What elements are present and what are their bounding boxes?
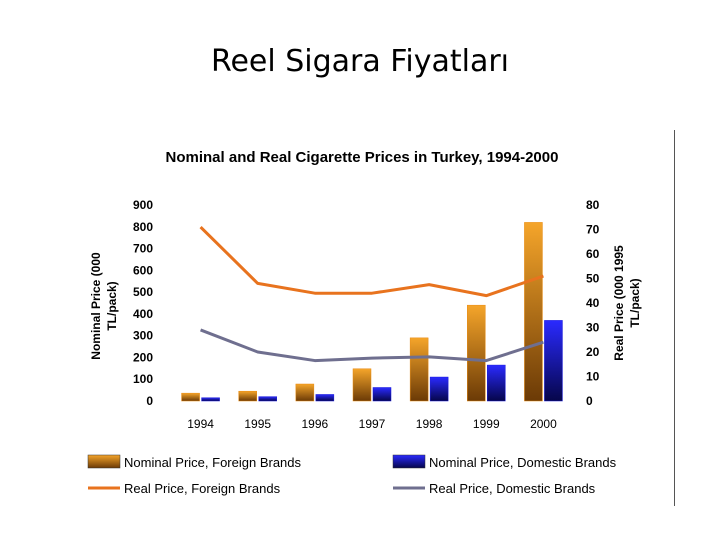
right-tick-label: 0 xyxy=(586,394,593,408)
bar-domestic-nominal xyxy=(201,397,220,402)
x-tick-label: 1995 xyxy=(244,417,271,431)
legend-label: Nominal Price, Domestic Brands xyxy=(429,455,617,470)
x-tick-label: 1997 xyxy=(359,417,386,431)
bar-foreign-nominal xyxy=(238,390,257,402)
line-series xyxy=(199,225,544,363)
slide-title: Reel Sigara Fiyatları xyxy=(210,44,510,79)
bar-foreign-nominal xyxy=(467,304,486,402)
bar-foreign-nominal xyxy=(524,222,543,402)
right-tick-label: 20 xyxy=(586,345,600,359)
bar-domestic-nominal xyxy=(315,394,335,402)
left-axis-title-line-1: Nominal Price (000 xyxy=(89,252,103,360)
x-axis: 1994 1995 1996 1997 1998 1999 2000 xyxy=(187,417,557,431)
legend-label: Nominal Price, Foreign Brands xyxy=(124,455,302,470)
legend-label: Real Price, Domestic Brands xyxy=(429,481,596,496)
right-axis-title-line-1: Real Price (000 1995 xyxy=(612,245,626,361)
right-tick-label: 80 xyxy=(586,198,600,212)
legend-label: Real Price, Foreign Brands xyxy=(124,481,281,496)
legend-swatch xyxy=(392,454,426,469)
legend: Nominal Price, Foreign Brands Nominal Pri… xyxy=(87,454,617,496)
right-tick-label: 40 xyxy=(586,296,600,310)
left-tick-label: 100 xyxy=(133,372,153,386)
right-tick-label: 30 xyxy=(586,321,600,335)
bar-series xyxy=(181,222,563,402)
bar-foreign-nominal xyxy=(295,383,315,402)
right-axis-title-line-2: TL/pack) xyxy=(628,278,642,327)
bar-domestic-nominal xyxy=(372,387,392,402)
left-tick-label: 600 xyxy=(133,263,153,277)
left-axis: 0 100 200 300 400 500 600 700 800 900 xyxy=(133,198,153,408)
left-tick-label: 200 xyxy=(133,350,153,364)
right-axis-title-group: Real Price (000 1995 TL/pack) xyxy=(612,245,642,361)
left-tick-label: 0 xyxy=(146,394,153,408)
x-tick-label: 2000 xyxy=(530,417,557,431)
bar-domestic-nominal xyxy=(487,364,506,402)
line-foreign-real xyxy=(199,225,544,298)
bar-domestic-nominal xyxy=(544,320,563,402)
left-tick-label: 500 xyxy=(133,285,153,299)
left-tick-label: 400 xyxy=(133,307,153,321)
x-tick-label: 1998 xyxy=(416,417,443,431)
bar-foreign-nominal xyxy=(352,368,372,402)
right-axis: 0 10 20 30 40 50 60 70 80 xyxy=(586,198,600,408)
x-tick-label: 1996 xyxy=(302,417,329,431)
bar-domestic-nominal xyxy=(258,396,277,402)
chart-title: Nominal and Real Cigarette Prices in Tur… xyxy=(166,149,559,166)
left-tick-label: 900 xyxy=(133,198,153,212)
right-tick-label: 70 xyxy=(586,223,600,237)
left-tick-label: 800 xyxy=(133,220,153,234)
left-axis-title-line-2: TL/pack) xyxy=(105,281,119,330)
left-tick-label: 300 xyxy=(133,329,153,343)
bar-foreign-nominal xyxy=(409,337,429,402)
x-tick-label: 1999 xyxy=(473,417,500,431)
legend-swatch xyxy=(87,454,121,469)
x-tick-label: 1994 xyxy=(187,417,214,431)
right-tick-label: 10 xyxy=(586,370,600,384)
right-tick-label: 60 xyxy=(586,247,600,261)
left-axis-title-group: Nominal Price (000 TL/pack) xyxy=(89,252,119,360)
slide-divider xyxy=(674,130,675,506)
right-tick-label: 50 xyxy=(586,272,600,286)
line-domestic-real xyxy=(200,328,544,363)
bar-domestic-nominal xyxy=(429,376,449,402)
left-tick-label: 700 xyxy=(133,242,153,256)
bar-foreign-nominal xyxy=(181,392,200,402)
